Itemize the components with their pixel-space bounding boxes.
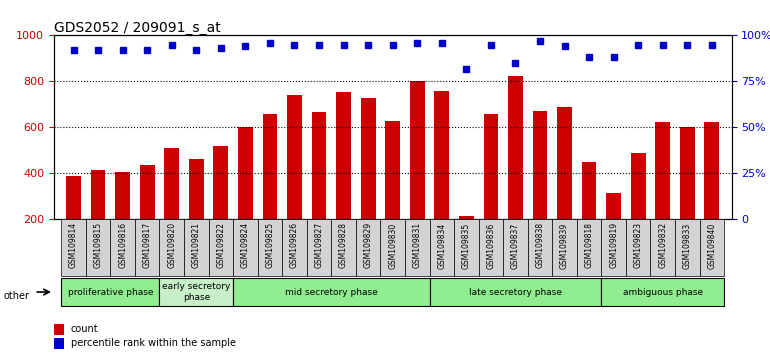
Bar: [238, 127, 253, 266]
Bar: [140, 165, 155, 266]
Text: GSM109830: GSM109830: [388, 222, 397, 269]
FancyBboxPatch shape: [503, 219, 527, 276]
Bar: [91, 170, 105, 266]
Bar: [336, 92, 351, 266]
Text: GSM109839: GSM109839: [560, 222, 569, 269]
Text: GSM109815: GSM109815: [94, 222, 102, 268]
FancyBboxPatch shape: [700, 219, 724, 276]
FancyBboxPatch shape: [110, 219, 135, 276]
Text: count: count: [71, 324, 99, 334]
Bar: [116, 172, 130, 266]
FancyBboxPatch shape: [552, 219, 577, 276]
Text: GSM109821: GSM109821: [192, 222, 201, 268]
FancyBboxPatch shape: [233, 278, 430, 306]
FancyBboxPatch shape: [283, 219, 306, 276]
FancyBboxPatch shape: [331, 219, 356, 276]
Bar: [434, 91, 449, 266]
FancyBboxPatch shape: [356, 219, 380, 276]
Bar: [54, 324, 64, 335]
Bar: [312, 113, 326, 266]
Text: mid secretory phase: mid secretory phase: [285, 287, 378, 297]
Bar: [164, 148, 179, 266]
FancyBboxPatch shape: [135, 219, 159, 276]
FancyBboxPatch shape: [527, 219, 552, 276]
Text: GSM109838: GSM109838: [535, 222, 544, 268]
FancyBboxPatch shape: [233, 219, 258, 276]
Text: GSM109828: GSM109828: [339, 222, 348, 268]
Text: GSM109820: GSM109820: [167, 222, 176, 268]
Text: GSM109832: GSM109832: [658, 222, 668, 268]
Text: ambiguous phase: ambiguous phase: [623, 287, 703, 297]
Bar: [533, 111, 547, 266]
Text: late secretory phase: late secretory phase: [469, 287, 562, 297]
Text: GSM109827: GSM109827: [315, 222, 323, 268]
FancyBboxPatch shape: [62, 219, 85, 276]
Bar: [606, 193, 621, 266]
FancyBboxPatch shape: [454, 219, 479, 276]
Text: GSM109837: GSM109837: [511, 222, 520, 269]
Bar: [361, 98, 376, 266]
Bar: [213, 146, 228, 266]
FancyBboxPatch shape: [159, 219, 184, 276]
FancyBboxPatch shape: [675, 219, 700, 276]
Bar: [410, 81, 424, 266]
Text: GSM109819: GSM109819: [609, 222, 618, 268]
Text: GSM109835: GSM109835: [462, 222, 470, 269]
Bar: [459, 216, 474, 266]
Bar: [287, 95, 302, 266]
Bar: [557, 107, 572, 266]
Bar: [508, 76, 523, 266]
Bar: [680, 127, 695, 266]
Text: GSM109824: GSM109824: [241, 222, 250, 268]
Text: GSM109833: GSM109833: [683, 222, 691, 269]
Text: GSM109822: GSM109822: [216, 222, 226, 268]
Text: GSM109840: GSM109840: [708, 222, 716, 269]
FancyBboxPatch shape: [430, 278, 601, 306]
FancyBboxPatch shape: [405, 219, 430, 276]
Text: proliferative phase: proliferative phase: [68, 287, 153, 297]
FancyBboxPatch shape: [626, 219, 651, 276]
Text: GSM109829: GSM109829: [363, 222, 373, 268]
Bar: [385, 120, 400, 266]
FancyBboxPatch shape: [601, 278, 724, 306]
FancyBboxPatch shape: [184, 219, 209, 276]
Text: GSM109836: GSM109836: [487, 222, 495, 269]
Bar: [263, 114, 277, 266]
Bar: [582, 162, 597, 266]
Bar: [655, 122, 670, 266]
Text: GSM109817: GSM109817: [142, 222, 152, 268]
Bar: [631, 153, 645, 266]
Bar: [66, 176, 81, 266]
Text: other: other: [4, 291, 30, 301]
Text: GSM109814: GSM109814: [69, 222, 78, 268]
Text: GSM109825: GSM109825: [266, 222, 274, 268]
FancyBboxPatch shape: [601, 219, 626, 276]
FancyBboxPatch shape: [85, 219, 110, 276]
Text: GSM109823: GSM109823: [634, 222, 643, 268]
FancyBboxPatch shape: [62, 278, 159, 306]
Text: GSM109834: GSM109834: [437, 222, 447, 269]
FancyBboxPatch shape: [159, 278, 233, 306]
FancyBboxPatch shape: [577, 219, 601, 276]
Text: GDS2052 / 209091_s_at: GDS2052 / 209091_s_at: [54, 21, 221, 35]
FancyBboxPatch shape: [430, 219, 454, 276]
Text: early secretory
phase: early secretory phase: [162, 282, 230, 302]
Bar: [484, 114, 498, 266]
Bar: [54, 338, 64, 349]
FancyBboxPatch shape: [306, 219, 331, 276]
Text: GSM109831: GSM109831: [413, 222, 422, 268]
FancyBboxPatch shape: [479, 219, 503, 276]
Bar: [705, 122, 719, 266]
FancyBboxPatch shape: [209, 219, 233, 276]
Text: GSM109826: GSM109826: [290, 222, 299, 268]
FancyBboxPatch shape: [258, 219, 283, 276]
Text: GSM109818: GSM109818: [584, 222, 594, 268]
FancyBboxPatch shape: [380, 219, 405, 276]
Bar: [189, 159, 203, 266]
Text: GSM109816: GSM109816: [118, 222, 127, 268]
FancyBboxPatch shape: [651, 219, 675, 276]
Text: percentile rank within the sample: percentile rank within the sample: [71, 338, 236, 348]
